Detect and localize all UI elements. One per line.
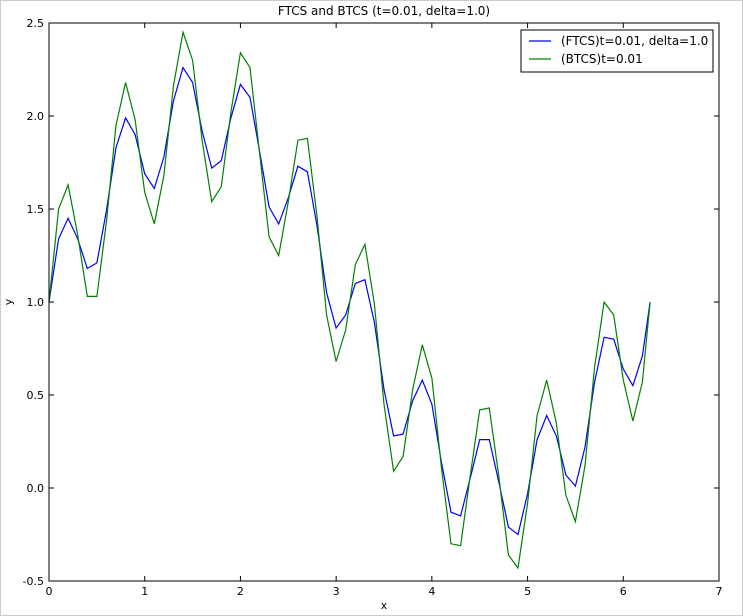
x-tick-label: 1 bbox=[141, 585, 148, 598]
series-line bbox=[48, 29, 651, 570]
x-tick-label: 7 bbox=[716, 585, 723, 598]
x-tick-label: 2 bbox=[237, 585, 244, 598]
y-tick-label: 2.0 bbox=[27, 110, 45, 123]
x-tick-label: 0 bbox=[46, 585, 53, 598]
y-tick-label: 1.5 bbox=[27, 203, 45, 216]
x-axis-label: x bbox=[381, 599, 388, 612]
chart-title: FTCS and BTCS (t=0.01, delta=1.0) bbox=[278, 4, 490, 18]
x-tick-label: 6 bbox=[620, 585, 627, 598]
y-tick-label: 0.0 bbox=[27, 482, 45, 495]
legend-label: (FTCS)t=0.01, delta=1.0 bbox=[561, 34, 708, 48]
y-tick-label: -0.5 bbox=[23, 575, 44, 588]
x-tick-label: 4 bbox=[428, 585, 435, 598]
y-tick-label: 0.5 bbox=[27, 389, 45, 402]
legend-box bbox=[520, 29, 714, 73]
y-tick-label: 2.5 bbox=[27, 17, 45, 30]
legend-label: (BTCS)t=0.01 bbox=[561, 52, 643, 66]
y-tick-label: 1.0 bbox=[27, 296, 45, 309]
plot-frame bbox=[48, 22, 720, 582]
x-tick-label: 5 bbox=[524, 585, 531, 598]
y-axis-label: y bbox=[2, 298, 15, 305]
x-tick-label: 3 bbox=[333, 585, 340, 598]
